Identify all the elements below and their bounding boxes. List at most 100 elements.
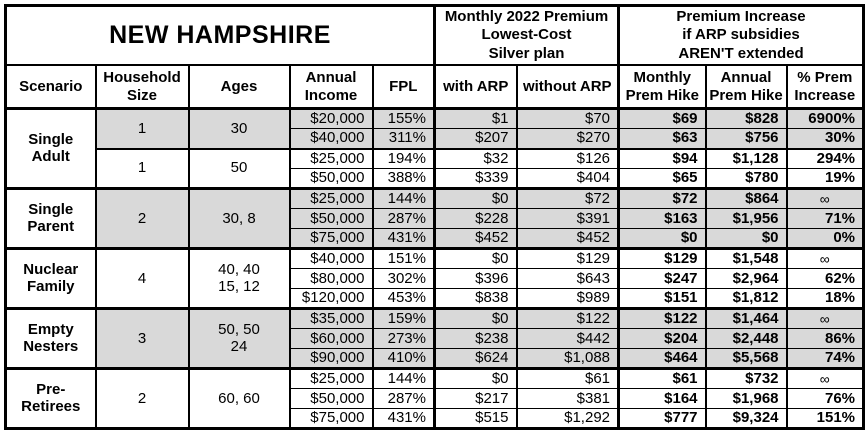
without-arp-cell: $61 [515,367,620,389]
fpl-cell: 194% [371,147,436,169]
col-header-scenario: Scenario [4,63,97,109]
annual-hike-cell: $2,964 [704,268,788,289]
pct-increase-cell: 76% [785,388,865,409]
annual-hike-cell: $2,448 [704,328,788,349]
fpl-cell: 151% [371,247,436,269]
without-arp-cell: $1,292 [515,408,620,429]
household-size-cell: 2 [94,367,190,429]
monthly-hike-cell: $69 [617,107,707,129]
header-group-row: NEW HAMPSHIRE Monthly 2022 Premium Lowes… [4,5,865,65]
fpl-cell: 144% [371,367,436,389]
table-row: Single Adult 1 30 $20,000 155% $1 $70 $69 $828 69… [4,107,865,189]
annual-hike-cell: $828 [704,107,788,129]
ages-cell: 50, 50 24 [187,307,291,369]
annual-hike-cell: $1,812 [704,288,788,309]
monthly-hike-cell: $777 [617,408,707,429]
monthly-hike-cell: $464 [617,348,707,369]
fpl-cell: 287% [371,388,436,409]
with-arp-cell: $396 [433,268,518,289]
household-size-cell: 1 [94,107,190,149]
scenario-cell: Empty Nesters [4,307,97,369]
monthly-hike-cell: $164 [617,388,707,409]
ages-cell: 40, 40 15, 12 [187,247,291,309]
table-row: $60,000 273% $238 $442 $204 $2,448 86% [6,328,865,349]
column-header-row: Scenario Household Size Ages Annual Inco… [4,63,865,109]
table-row: $90,000 410% $624 $1,088 $464 $5,568 74% [6,348,865,369]
monthly-hike-cell: $94 [617,147,707,169]
without-arp-cell: $989 [515,288,620,309]
with-arp-cell: $1 [433,107,518,129]
income-cell: $25,000 [288,187,374,209]
fpl-cell: 410% [371,348,436,369]
table-row: $40,000 311% $207 $270 $63 $756 30% [6,128,865,149]
annual-hike-cell: $864 [704,187,788,209]
monthly-hike-cell: $247 [617,268,707,289]
pct-increase-cell: 30% [785,128,865,149]
with-arp-cell: $339 [433,168,518,189]
fpl-cell: 287% [371,208,436,229]
premium-section-header: Monthly 2022 Premium Lowest-Cost Silver … [432,5,620,65]
monthly-hike-cell: $65 [617,168,707,189]
monthly-hike-cell: $61 [617,367,707,389]
household-size-cell: 4 [94,247,190,309]
without-arp-cell: $70 [515,107,620,129]
col-header-household-size: Household Size [94,63,190,109]
ages-cell: 50 [187,147,291,189]
scenario-cell: Single Parent [4,187,97,249]
without-arp-cell: $122 [515,307,620,329]
with-arp-cell: $0 [433,187,518,209]
fpl-cell: 453% [371,288,436,309]
pct-increase-cell: ∞ [785,307,865,329]
annual-hike-cell: $0 [704,228,788,249]
premium-table-page: NEW HAMPSHIRE Monthly 2022 Premium Lowes… [0,4,866,431]
without-arp-cell: $442 [515,328,620,349]
with-arp-cell: $238 [433,328,518,349]
with-arp-cell: $624 [433,348,518,369]
table-row: $50,000 287% $228 $391 $163 $1,956 71% [6,208,865,229]
col-header-annual-prem-hike: Annual Prem Hike [704,63,788,109]
income-cell: $25,000 [288,367,374,389]
monthly-hike-cell: $122 [617,307,707,329]
annual-hike-cell: $1,968 [704,388,788,409]
fpl-cell: 388% [371,168,436,189]
income-cell: $75,000 [288,228,374,249]
fpl-cell: 273% [371,328,436,349]
income-cell: $75,000 [288,408,374,429]
annual-hike-cell: $756 [704,128,788,149]
with-arp-cell: $207 [433,128,518,149]
fpl-cell: 431% [371,228,436,249]
table-row: $75,000 431% $452 $452 $0 $0 0% [6,228,865,249]
ages-cell: 30, 8 [187,187,291,249]
table-row: Single Parent 2 30, 8 $25,000 144% $0 $72 $72 $8… [4,187,865,249]
pct-increase-cell: 62% [785,268,865,289]
annual-hike-cell: $5,568 [704,348,788,369]
pct-increase-cell: ∞ [785,187,865,209]
pct-increase-cell: 0% [785,228,865,249]
pct-increase-cell: 86% [785,328,865,349]
without-arp-cell: $452 [515,228,620,249]
increase-section-header: Premium Increase if ARP subsidies AREN'T… [617,5,865,65]
with-arp-cell: $0 [433,367,518,389]
income-cell: $50,000 [288,208,374,229]
with-arp-cell: $0 [433,247,518,269]
table-row: Empty Nesters 3 50, 50 24 $35,000 159% $0 $122… [4,307,865,369]
fpl-cell: 155% [371,107,436,129]
col-header-with-arp: with ARP [433,63,518,109]
without-arp-cell: $270 [515,128,620,149]
income-cell: $40,000 [288,247,374,269]
col-header-monthly-prem-hike: Monthly Prem Hike [617,63,707,109]
annual-hike-cell: $1,128 [704,147,788,169]
annual-hike-cell: $1,956 [704,208,788,229]
scenario-cell: Nuclear Family [4,247,97,309]
table-row: $120,000 453% $838 $989 $151 $1,812 18% [6,288,865,309]
monthly-hike-cell: $0 [617,228,707,249]
monthly-hike-cell: $72 [617,187,707,209]
fpl-cell: 159% [371,307,436,329]
annual-hike-cell: $732 [704,367,788,389]
fpl-cell: 144% [371,187,436,209]
pct-increase-cell: 151% [785,408,865,429]
monthly-hike-cell: $151 [617,288,707,309]
fpl-cell: 431% [371,408,436,429]
pct-increase-cell: ∞ [785,367,865,389]
pct-increase-cell: 294% [785,147,865,169]
